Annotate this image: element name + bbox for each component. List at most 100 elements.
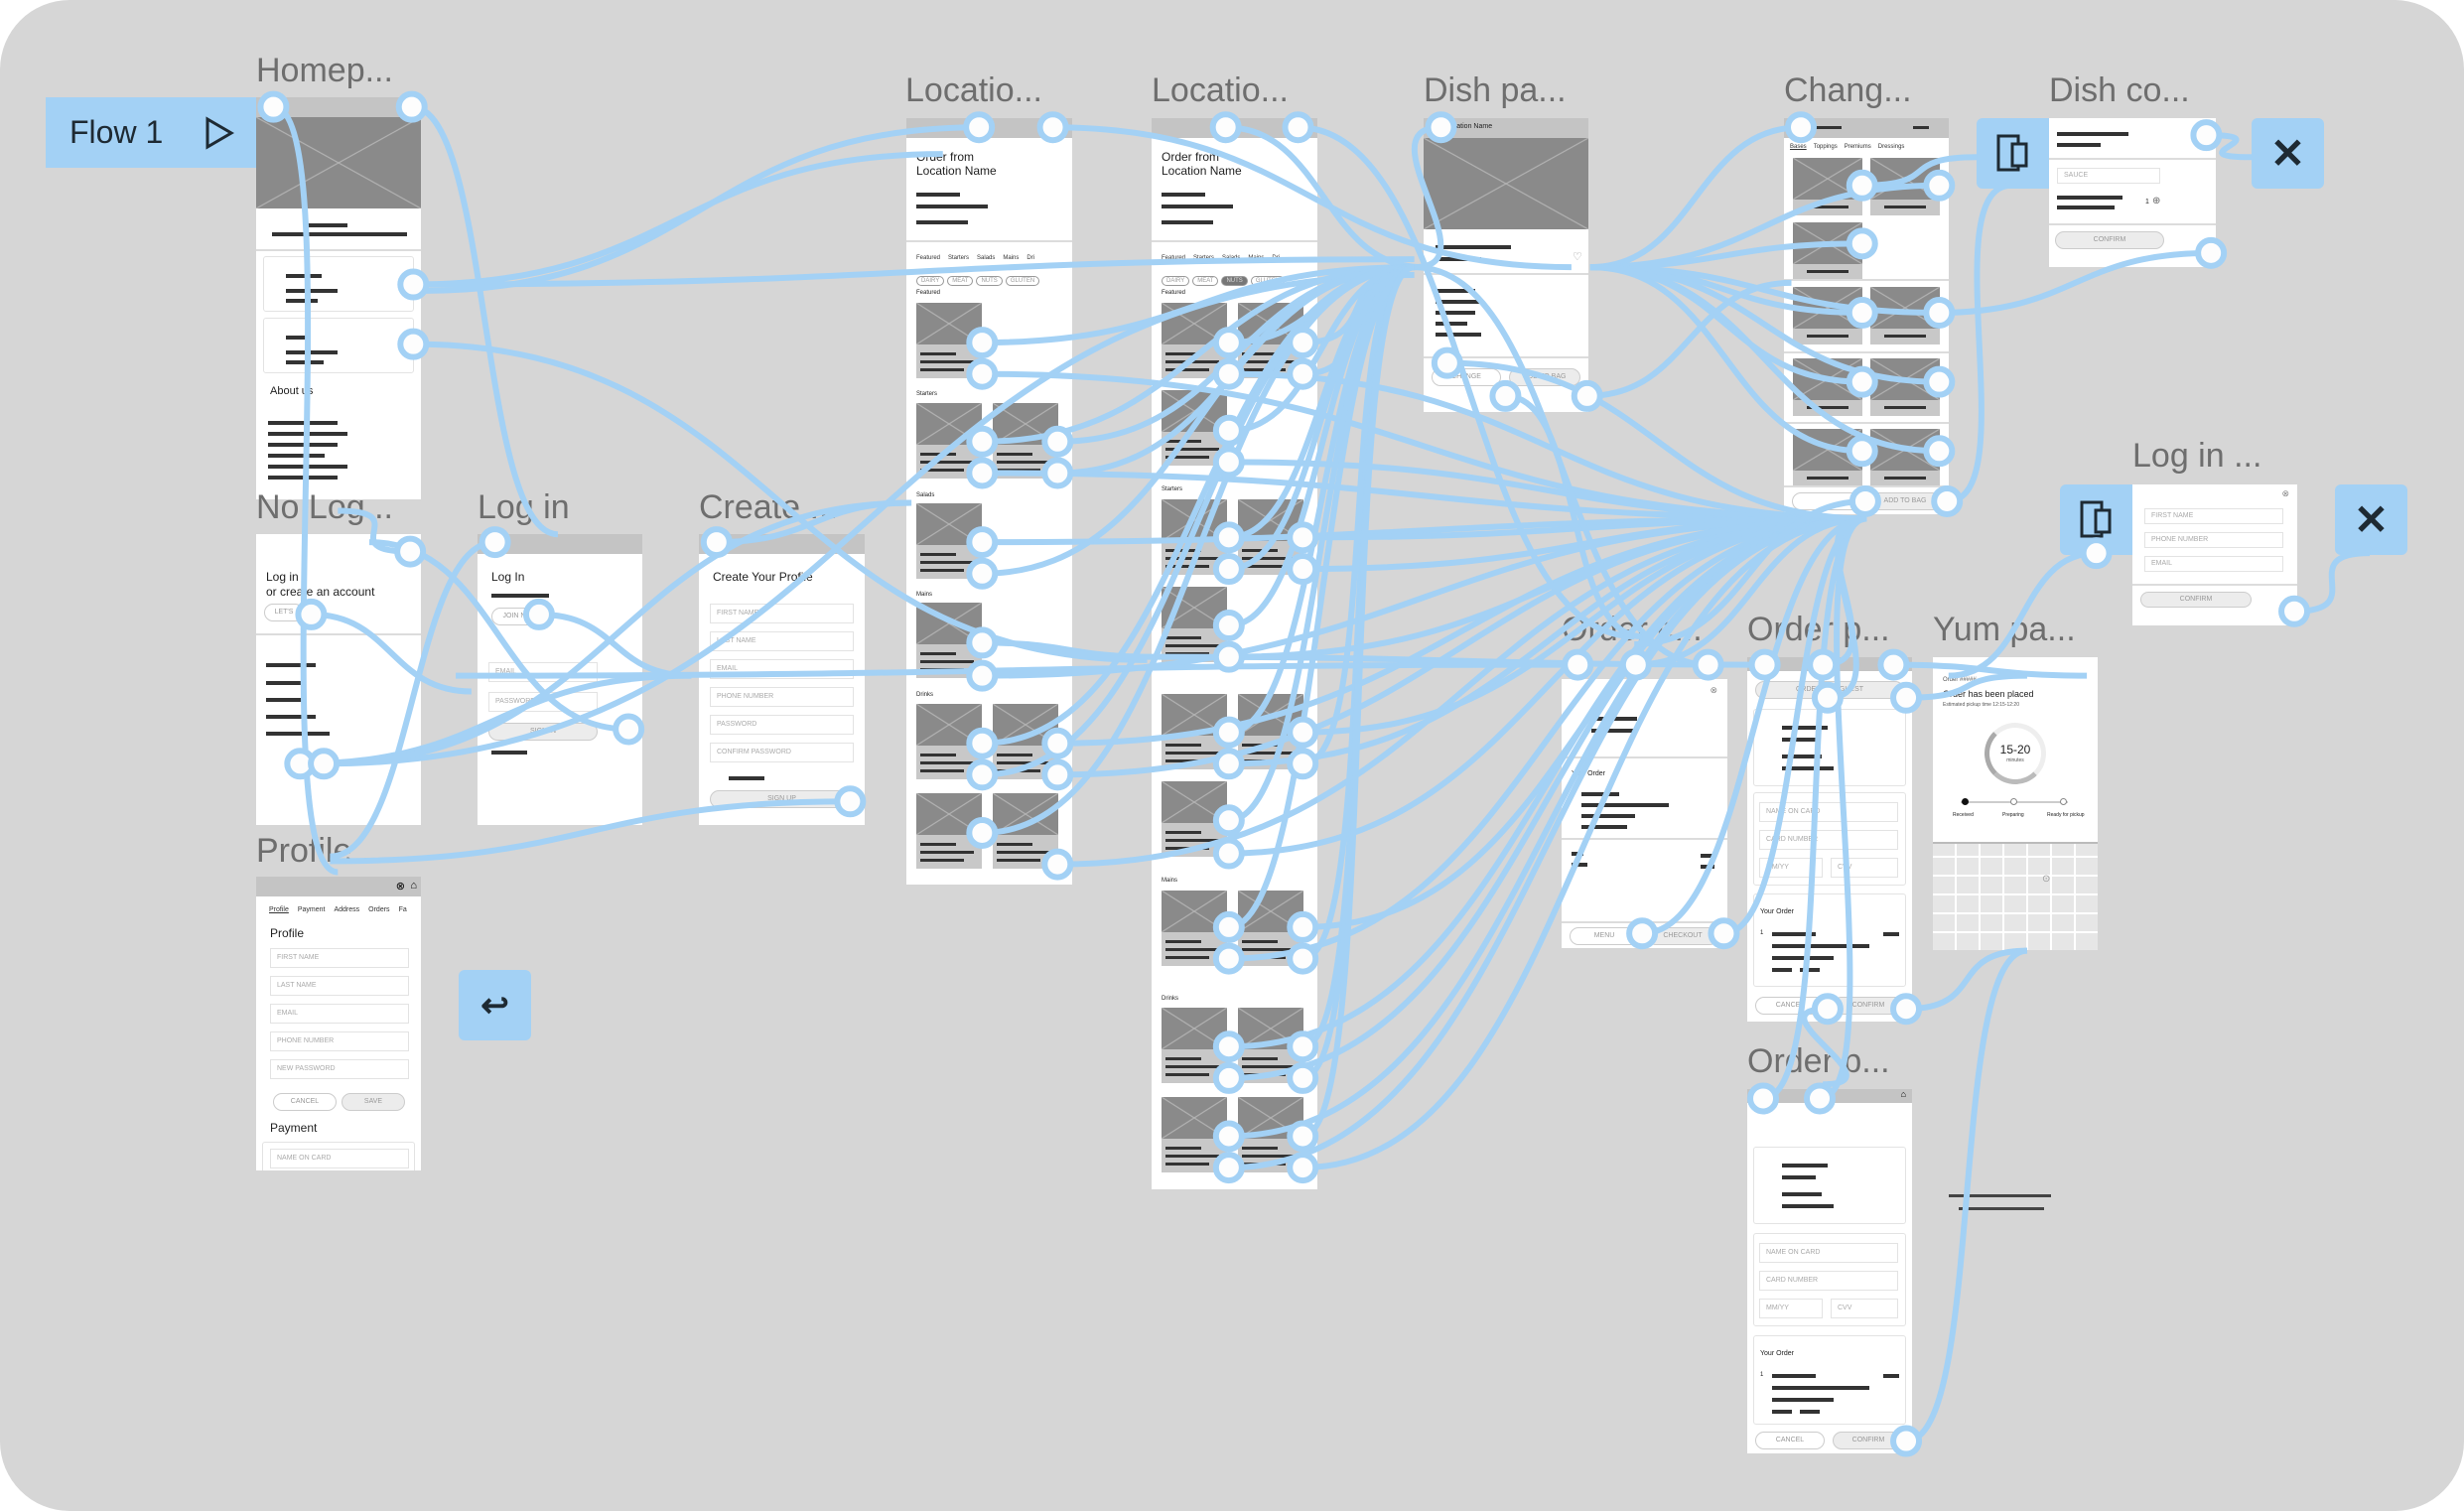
frame-no-login[interactable]: Log in or create an account LET'S <box>256 534 421 825</box>
bag-icon[interactable]: ⌂ <box>410 880 417 892</box>
category-tab[interactable]: Starters <box>1193 255 1215 261</box>
connection-line[interactable] <box>1589 124 1802 271</box>
frame-create-profile[interactable]: Create Your Profile FIRST NAME LAST NAME… <box>699 534 865 825</box>
connection-node[interactable] <box>1562 648 1594 681</box>
connection-line[interactable] <box>1301 264 1416 767</box>
frame-order-pay[interactable]: ORDER AS A GUEST NAME ON CARD CARD NUMBE… <box>1747 657 1912 1022</box>
last-name-field[interactable]: LAST NAME <box>710 631 854 651</box>
frame-dish-confirm[interactable]: SAUCE 1 ⊕ CONFIRM <box>2049 118 2216 267</box>
cancel-button[interactable]: CANCEL <box>1755 997 1825 1015</box>
tab-bases[interactable]: Bases <box>1790 144 1807 150</box>
connection-line[interactable] <box>1946 182 2012 504</box>
category-tab[interactable]: Mains <box>1003 255 1020 261</box>
card-number-field[interactable]: CARD NUMBER <box>1759 1271 1898 1291</box>
menu-item-card[interactable] <box>916 303 982 378</box>
confirm-button[interactable]: CONFIRM <box>2055 231 2164 249</box>
location-card[interactable] <box>263 318 414 373</box>
first-name-field[interactable]: FIRST NAME <box>270 948 409 968</box>
new-password-field[interactable]: NEW PASSWORD <box>270 1059 409 1079</box>
first-name-field[interactable]: FIRST NAME <box>710 604 854 623</box>
ingredient-card[interactable] <box>1870 287 1940 344</box>
category-tab[interactable]: Starters <box>948 255 970 261</box>
filter-chip[interactable]: GLUTEN <box>1250 276 1286 286</box>
close-overlay-button[interactable]: ✕ <box>2252 118 2324 189</box>
tab-orders[interactable]: Orders <box>368 906 390 913</box>
menu-item-card[interactable] <box>1238 891 1303 966</box>
ingredient-card[interactable] <box>1870 158 1940 215</box>
tab-premiums[interactable]: Premiums <box>1844 144 1871 150</box>
save-button[interactable]: SAVE <box>342 1093 405 1111</box>
menu-item-card[interactable] <box>916 403 982 479</box>
connection-line[interactable] <box>1301 264 1416 1081</box>
name-on-card-field[interactable]: NAME ON CARD <box>1759 802 1898 822</box>
close-icon[interactable]: ⊗ <box>2281 488 2289 498</box>
close-icon[interactable]: ⊗ <box>1710 685 1717 695</box>
flow-start-button[interactable]: Flow 1 <box>46 97 256 168</box>
filter-chip[interactable]: MEAT <box>947 276 974 286</box>
connection-line[interactable] <box>1228 459 1867 522</box>
ingredient-card[interactable] <box>1870 358 1940 416</box>
connection-line[interactable] <box>413 151 943 288</box>
connection-line[interactable] <box>1302 515 1867 541</box>
connection-line[interactable] <box>1586 279 1792 399</box>
ingredient-card[interactable] <box>1793 358 1862 416</box>
last-name-field[interactable]: LAST NAME <box>270 976 409 996</box>
frame-order-pay-2[interactable]: ⌂ NAME ON CARD CARD NUMBER MM/YY CVV You… <box>1747 1089 1912 1453</box>
connection-line[interactable] <box>982 515 1867 546</box>
change-button[interactable]: CHANGE <box>1432 368 1501 386</box>
frame-change-ingredients[interactable]: Bases Toppings Premiums Dressings ADD TO BA… <box>1784 118 1949 514</box>
confirm-button[interactable]: CONFIRM <box>2140 592 2252 608</box>
category-tab[interactable]: Dri <box>1272 255 1281 261</box>
menu-item-card[interactable] <box>916 704 982 779</box>
expiry-field[interactable]: MM/YY <box>1759 858 1823 878</box>
confirm-button[interactable]: CONFIRM <box>1833 1432 1904 1449</box>
frame-dish-page[interactable]: Location Name ♡ CHANGE ADD TO BAG <box>1424 118 1588 412</box>
frame-location-2[interactable]: Order from Location Name Featured Starters S… <box>1152 118 1317 1189</box>
map[interactable] <box>1933 844 2098 950</box>
menu-item-card[interactable] <box>993 793 1058 869</box>
menu-item-card[interactable] <box>1238 1097 1303 1172</box>
bag-icon[interactable]: ⌂ <box>1900 1089 1906 1099</box>
filter-chip[interactable]: DAIRY <box>916 276 945 286</box>
confirm-password-field[interactable]: CONFIRM PASSWORD <box>710 743 854 762</box>
menu-item-card[interactable] <box>1162 694 1227 769</box>
cancel-button[interactable]: CANCEL <box>273 1093 337 1111</box>
category-tab[interactable]: Salads <box>977 255 996 261</box>
connection-line[interactable] <box>411 103 559 538</box>
add-to-bag-button[interactable]: ADD TO BAG <box>1509 368 1580 386</box>
frame-homepage[interactable]: About us <box>256 97 421 499</box>
add-to-bag-button[interactable]: ADD TO BAG <box>1869 492 1941 510</box>
frame-order-placed[interactable]: Order ##### Order has been placed Estima… <box>1933 657 2098 950</box>
connection-line[interactable] <box>1302 264 1415 346</box>
connection-node[interactable] <box>1619 648 1652 681</box>
category-tab[interactable]: Featured <box>916 255 941 261</box>
email-field[interactable]: EMAIL <box>488 662 598 682</box>
frame-profile[interactable]: ⊗ ⌂ Profile Payment Address Orders Fa Profile… <box>256 877 421 1170</box>
menu-item-card[interactable] <box>916 603 982 678</box>
password-field[interactable]: PASSWORD <box>710 715 854 735</box>
menu-item-card[interactable] <box>1162 891 1227 966</box>
frame-location-1[interactable]: Order from Location Name Featured Starters S… <box>906 118 1072 885</box>
sign-up-button[interactable]: SIGN UP <box>710 790 854 808</box>
menu-item-card[interactable] <box>1162 1008 1227 1083</box>
user-icon[interactable]: ⊗ <box>395 881 405 893</box>
ingredient-card[interactable] <box>1793 429 1862 486</box>
password-field[interactable]: PASSWORD <box>488 692 598 712</box>
menu-item-card[interactable] <box>1162 781 1227 857</box>
phone-field[interactable]: PHONE NUMBER <box>270 1031 409 1051</box>
tab-dressings[interactable]: Dressings <box>1877 144 1905 150</box>
menu-item-card[interactable] <box>1238 303 1303 378</box>
cvv-field[interactable]: CVV <box>1831 1299 1898 1318</box>
filter-chip[interactable]: GLUTEN <box>1005 276 1040 286</box>
ingredient-card[interactable] <box>1870 429 1940 486</box>
tab-address[interactable]: Address <box>334 906 360 913</box>
menu-item-card[interactable] <box>1162 303 1227 378</box>
frame-login[interactable]: Log In JOIN N EMAIL PASSWORD SIGN IN <box>478 534 642 825</box>
heart-icon[interactable]: ♡ <box>1573 251 1582 263</box>
menu-item-card[interactable] <box>1238 499 1303 575</box>
filter-chip[interactable]: NUTS <box>1221 276 1248 286</box>
plus-icon[interactable]: ⊕ <box>2152 196 2161 206</box>
join-button[interactable]: JOIN N <box>491 608 537 625</box>
menu-item-card[interactable] <box>916 793 982 869</box>
name-on-card-field[interactable]: NAME ON CARD <box>1759 1243 1898 1263</box>
